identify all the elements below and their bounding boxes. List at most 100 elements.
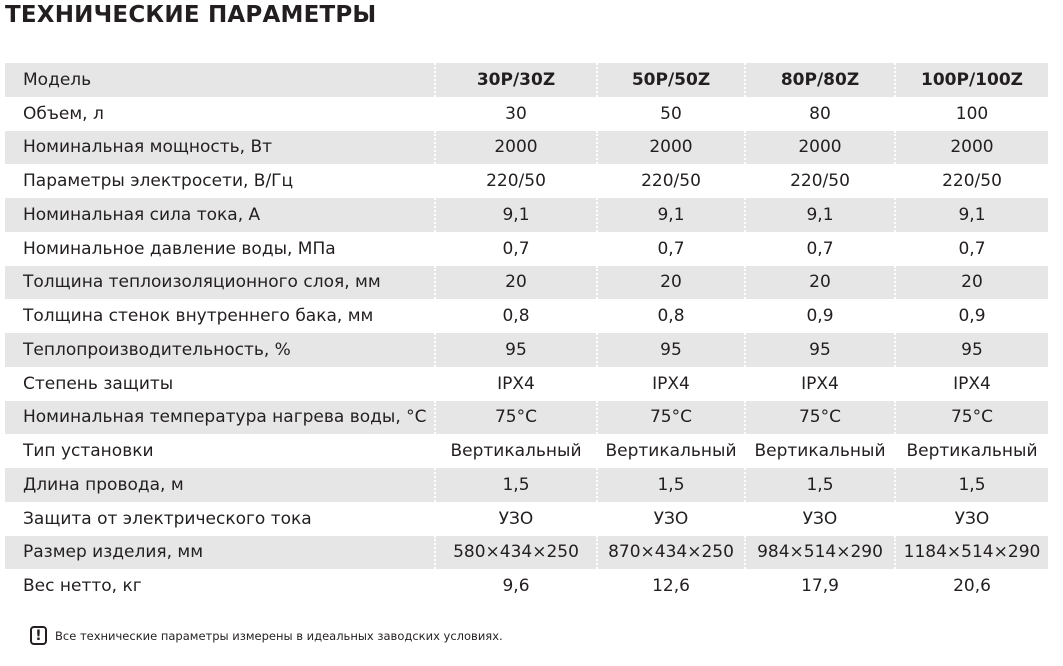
value-cell: 95	[596, 333, 745, 367]
value-cell: 870×434×250	[596, 535, 745, 570]
value-cell: 0,7	[596, 231, 745, 266]
value-cell: УЗО	[744, 501, 895, 536]
value-cell: 80	[744, 96, 895, 131]
header-cell: Модель	[5, 63, 435, 97]
table-row: Номинальное давление воды, МПа 0,7 0,7 0,7 0…	[5, 231, 1048, 266]
value-cell: УЗО	[894, 501, 1048, 536]
value-cell: 50	[596, 96, 745, 131]
spec-table: Модель 30P/30Z 50P/50Z 80P/80Z 100P/100Z Объе…	[5, 63, 1048, 603]
value-cell: 20	[744, 265, 895, 300]
value-cell: 1,5	[744, 468, 895, 502]
value-cell: 9,1	[596, 198, 745, 232]
value-cell: 9,1	[744, 198, 895, 232]
table-row: Степень защиты IPX4 IPX4 IPX4 IPX4	[5, 366, 1048, 401]
warning-icon: !	[30, 626, 47, 645]
table-row: Размер изделия, мм 580×434×250 870×434×250…	[5, 535, 1048, 570]
value-cell: 984×514×290	[744, 535, 895, 570]
note: ! Все технические параметры измерены в и…	[30, 626, 503, 645]
value-cell: Вертикальный	[596, 434, 745, 468]
table-row: Номинальная температура нагрева воды, °С…	[5, 400, 1048, 435]
value-cell: IPX4	[596, 366, 745, 401]
value-cell: IPX4	[894, 366, 1048, 401]
value-cell: 95	[744, 333, 895, 367]
table-row: Номинальная мощность, Вт 2000 2000 2000 2000	[5, 130, 1048, 165]
value-cell: 2000	[434, 130, 597, 165]
value-cell: 75°С	[894, 400, 1048, 435]
value-cell: IPX4	[744, 366, 895, 401]
header-cell: 30P/30Z	[434, 63, 597, 97]
param-cell: Толщина теплоизоляционного слоя, мм	[5, 265, 435, 300]
table-row: Толщина стенок внутреннего бака, мм 0,8 0,…	[5, 299, 1048, 333]
value-cell: 2000	[894, 130, 1048, 165]
param-cell: Вес нетто, кг	[23, 576, 142, 597]
param-cell: Толщина стенок внутреннего бака, мм	[23, 306, 374, 327]
table-body: Модель 30P/30Z 50P/50Z 80P/80Z 100P/100Z Объе…	[5, 63, 1048, 603]
table-row: Защита от электрического тока УЗО УЗО УЗО УЗ…	[5, 501, 1048, 536]
value-cell: IPX4	[434, 366, 597, 401]
table-row: Объем, л 30 50 80 100	[5, 96, 1048, 131]
param-cell: Тип установки	[23, 441, 154, 462]
table-row: Длина провода, м 1,5 1,5 1,5 1,5	[5, 468, 1048, 502]
table-row: Вес нетто, кг 9,6 12,6 17,9 20,6	[5, 569, 1048, 603]
header-cell: 80P/80Z	[744, 63, 895, 97]
value-cell: 0,7	[744, 231, 895, 266]
value-cell: 9,1	[434, 198, 597, 232]
value-cell: Вертикальный	[434, 434, 597, 468]
value-cell: 0,7	[434, 231, 597, 266]
table-row: Тип установки Вертикальный Вертикальный Вер…	[5, 434, 1048, 468]
value-cell: 17,9	[744, 569, 895, 603]
value-cell: 220/50	[744, 164, 895, 198]
value-cell: 0,9	[744, 299, 895, 333]
value-cell: 220/50	[894, 164, 1048, 198]
value-cell: 12,6	[596, 569, 745, 603]
value-cell: 95	[894, 333, 1048, 367]
value-cell: 20,6	[894, 569, 1048, 603]
value-cell: 1184×514×290	[894, 535, 1048, 570]
param-cell: Номинальная мощность, Вт	[5, 130, 435, 165]
table-row: Толщина теплоизоляционного слоя, мм 20 20 2…	[5, 265, 1048, 300]
param-cell: Номинальная сила тока, А	[5, 198, 435, 232]
value-cell: 2000	[596, 130, 745, 165]
value-cell: 30	[434, 96, 597, 131]
value-cell: УЗО	[434, 501, 597, 536]
value-cell: 1,5	[894, 468, 1048, 502]
header-cell: 100P/100Z	[894, 63, 1048, 97]
param-cell: Номинальная температура нагрева воды, °С	[5, 400, 435, 435]
value-cell: 0,8	[596, 299, 745, 333]
header-row: Модель 30P/30Z 50P/50Z 80P/80Z 100P/100Z	[5, 63, 1048, 97]
table-row: Теплопроизводительность, % 95 95 95 95	[5, 333, 1048, 367]
value-cell: 220/50	[596, 164, 745, 198]
value-cell: 0,8	[434, 299, 597, 333]
value-cell: 20	[596, 265, 745, 300]
value-cell: УЗО	[596, 501, 745, 536]
param-cell: Параметры электросети, В/Гц	[23, 171, 294, 192]
value-cell: 1,5	[596, 468, 745, 502]
value-cell: 75°С	[434, 400, 597, 435]
param-cell: Номинальное давление воды, МПа	[23, 238, 336, 259]
param-cell: Степень защиты	[23, 373, 174, 394]
param-cell: Объем, л	[23, 103, 104, 124]
value-cell: 2000	[744, 130, 895, 165]
value-cell: 1,5	[434, 468, 597, 502]
value-cell: 0,7	[894, 231, 1048, 266]
value-cell: Вертикальный	[744, 434, 895, 468]
param-cell: Длина провода, м	[5, 468, 435, 502]
value-cell: 0,9	[894, 299, 1048, 333]
param-cell: Размер изделия, мм	[5, 535, 435, 570]
value-cell: 9,1	[894, 198, 1048, 232]
value-cell: 75°С	[744, 400, 895, 435]
param-cell: Защита от электрического тока	[23, 508, 312, 529]
value-cell: 220/50	[434, 164, 597, 198]
note-text: Все технические параметры измерены в иде…	[55, 628, 503, 643]
value-cell: 75°С	[596, 400, 745, 435]
table-row: Номинальная сила тока, А 9,1 9,1 9,1 9,1	[5, 198, 1048, 232]
value-cell: Вертикальный	[894, 434, 1048, 468]
param-cell: Теплопроизводительность, %	[5, 333, 435, 367]
value-cell: 95	[434, 333, 597, 367]
value-cell: 580×434×250	[434, 535, 597, 570]
value-cell: 9,6	[434, 569, 597, 603]
value-cell: 20	[434, 265, 597, 300]
table-row: Параметры электросети, В/Гц 220/50 220/50 2…	[5, 164, 1048, 198]
value-cell: 20	[894, 265, 1048, 300]
